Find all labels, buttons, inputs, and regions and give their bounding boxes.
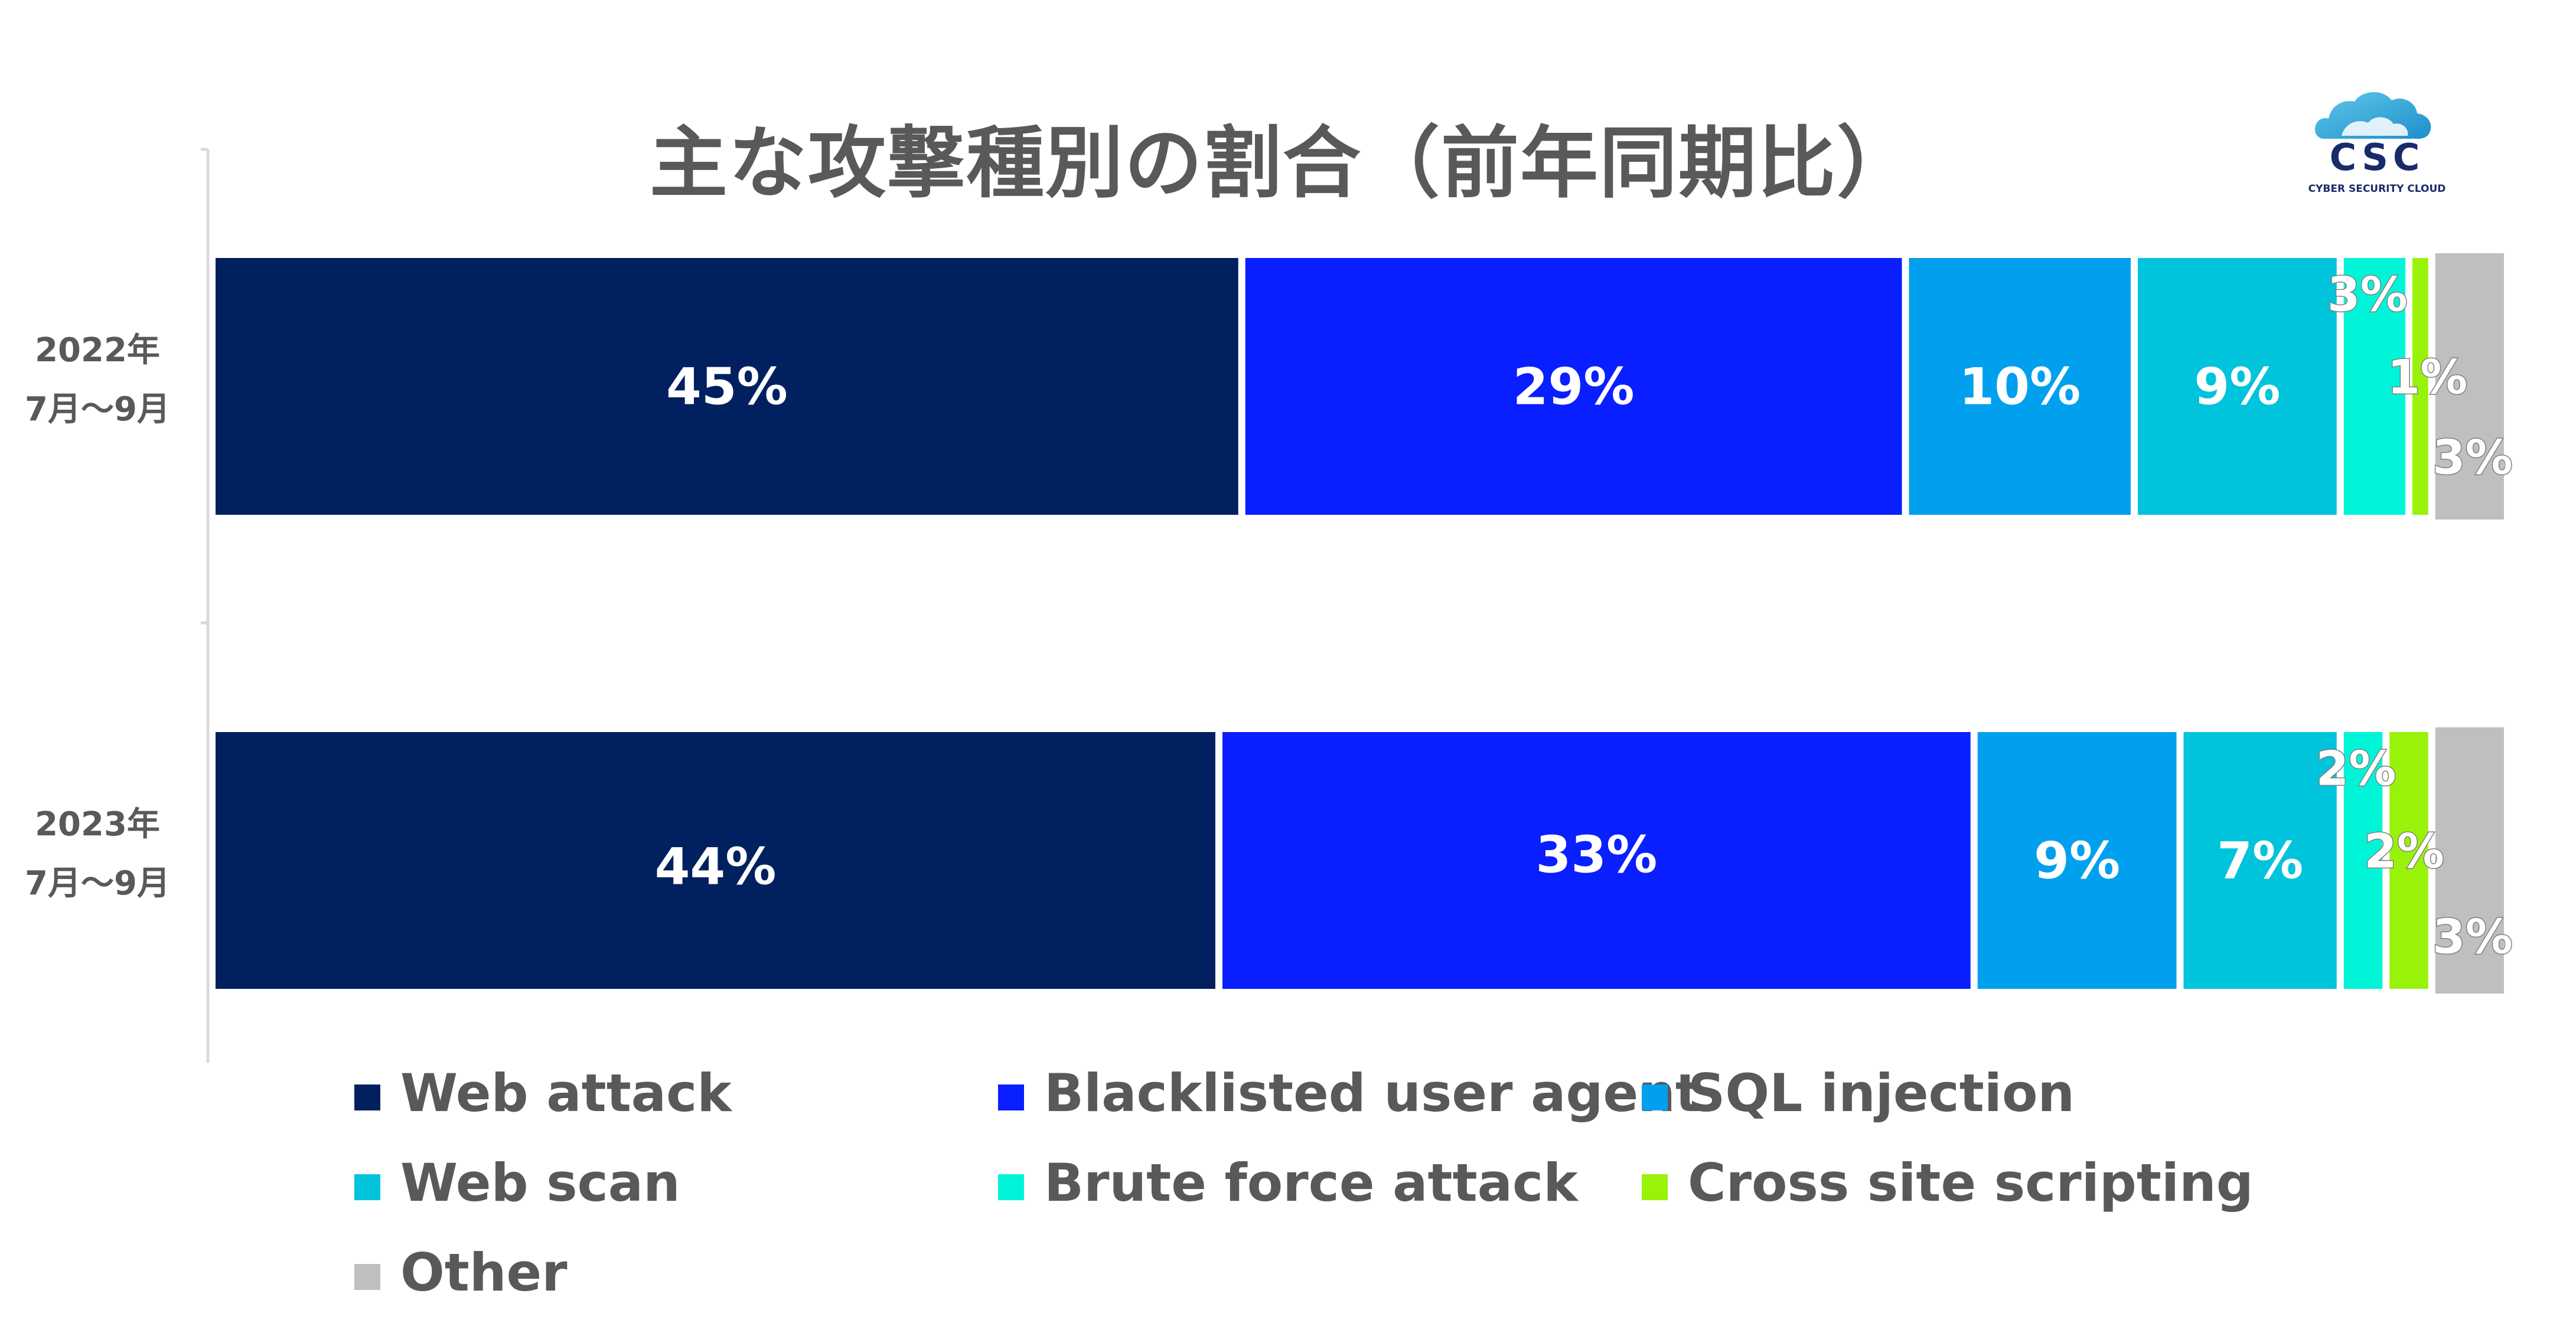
bar-segment-other (2435, 727, 2504, 994)
legend-swatch (1642, 1174, 1668, 1200)
legend-swatch (354, 1263, 380, 1290)
data-label: 3% (2432, 430, 2513, 485)
y-tick-label-year: 2023年 (35, 805, 160, 844)
legend-label: Cross site scripting (1688, 1152, 2254, 1213)
logo-text: CSC (2330, 136, 2425, 179)
chart-title: 主な攻撃種別の割合（前年同期比） (650, 118, 1916, 209)
bar-segment-cross-site-scripting (2389, 732, 2428, 989)
legend-item: Web attack (354, 1063, 732, 1123)
legend-item: SQL injection (1642, 1063, 2075, 1123)
data-label: 3% (2327, 267, 2408, 322)
bar-segment-sql-injection (1909, 258, 2131, 515)
bar-segment-other (2435, 253, 2504, 520)
legend-swatch (354, 1084, 380, 1110)
data-label: 9% (2034, 832, 2120, 891)
legend-label: Web scan (400, 1152, 680, 1213)
legend-swatch (354, 1174, 380, 1200)
legend-label: Web attack (400, 1063, 732, 1123)
legend-item: Brute force attack (998, 1152, 1578, 1213)
bar-segment-sql-injection (1977, 732, 2177, 989)
data-label: 29% (1513, 358, 1635, 417)
legend-label: SQL injection (1688, 1063, 2075, 1123)
data-label: 2% (2364, 824, 2444, 879)
data-label: 3% (2432, 910, 2513, 965)
legend-item: Cross site scripting (1642, 1152, 2254, 1213)
cloud-logo-icon: CSC CYBER SECURITY CLOUD (2308, 92, 2446, 195)
legend-swatch (998, 1174, 1024, 1200)
data-label: 10% (1959, 358, 2081, 417)
legend-item: Web scan (354, 1152, 680, 1213)
stacked-bar-chart: 45% 29% 10% 9%3%1%3%44% 33% 9% 7%2%2%3% 2022年7… (25, 148, 2513, 1063)
bar-segment-brute-force-attack (2343, 732, 2383, 989)
bar-segment-web-scan (2138, 258, 2337, 515)
legend-item: Blacklisted user agent (998, 1063, 1700, 1123)
legend-label: Brute force attack (1044, 1152, 1578, 1213)
y-tick-label-period: 7月～9月 (25, 864, 170, 903)
legend-label: Other (400, 1242, 568, 1303)
company-logo: CSC CYBER SECURITY CLOUD (2300, 83, 2454, 201)
data-label: 45% (666, 358, 788, 417)
bar-segment-blacklisted-user-agent (1245, 258, 1902, 515)
y-tick-label-year: 2022年 (35, 331, 160, 370)
bar-segment-web-attack (216, 732, 1215, 989)
legend-swatch (1642, 1084, 1668, 1110)
data-label: 7% (2217, 832, 2303, 891)
bar-segment-web-scan (2183, 732, 2337, 989)
data-label: 33% (1535, 826, 1657, 885)
data-label: 9% (2194, 358, 2280, 417)
bar-segment-cross-site-scripting (2412, 258, 2428, 515)
legend-label: Blacklisted user agent (1044, 1063, 1700, 1123)
data-label: 44% (655, 838, 777, 897)
y-tick-label-period: 7月～9月 (25, 390, 170, 429)
data-label: 1% (2387, 350, 2467, 405)
logo-tagline: CYBER SECURITY CLOUD (2308, 183, 2446, 195)
bar-segment-web-attack (216, 258, 1238, 515)
bar-segment-blacklisted-user-agent (1222, 732, 1971, 989)
bar-segment-brute-force-attack (2343, 258, 2405, 515)
legend-swatch (998, 1084, 1024, 1110)
data-label: 2% (2316, 742, 2396, 796)
legend-item: Other (354, 1242, 568, 1303)
